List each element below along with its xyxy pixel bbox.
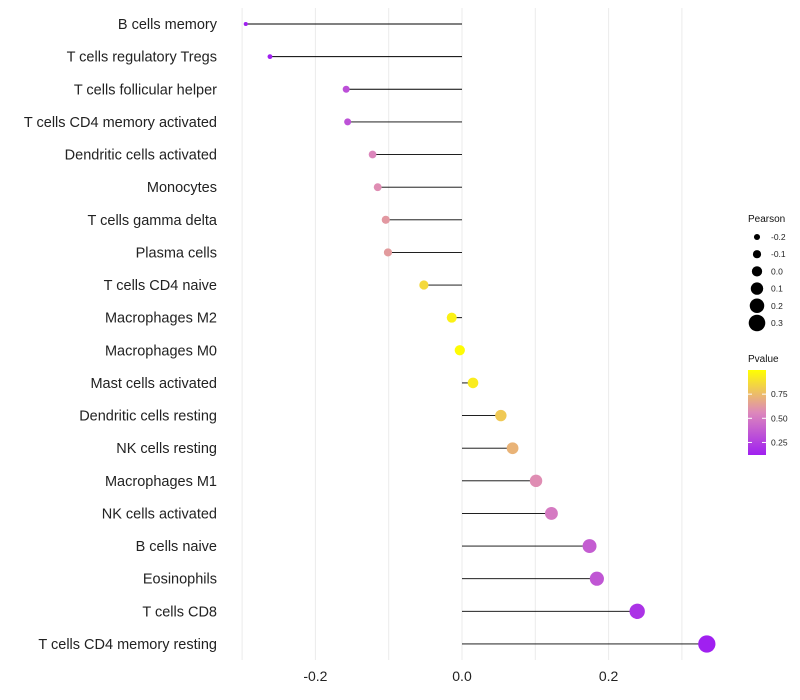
pvalue-tick-label: 0.50 <box>771 413 788 423</box>
data-point <box>495 409 507 422</box>
data-point <box>419 280 429 290</box>
size-legend-dot <box>749 298 765 314</box>
category-label: B cells naive <box>136 539 217 555</box>
x-tick-label: 0.0 <box>452 668 472 684</box>
category-label: NK cells resting <box>116 441 217 457</box>
category-label: T cells follicular helper <box>74 82 217 98</box>
data-point <box>383 248 393 257</box>
size-legend-label: 0.3 <box>771 318 783 328</box>
size-legend-dot <box>751 266 763 277</box>
pvalue-colorbar <box>748 370 766 455</box>
data-point <box>368 150 377 159</box>
size-legend-label: -0.2 <box>771 232 786 242</box>
category-label: T cells CD4 naive <box>104 278 217 294</box>
category-label: Eosinophils <box>143 572 217 588</box>
pearson-size-legend: Pearson -0.2 -0.1 0.0 0.1 0.2 0.3 <box>748 214 786 332</box>
data-point <box>698 635 716 653</box>
category-label: B cells memory <box>118 17 218 33</box>
data-point <box>267 54 273 60</box>
data-point <box>381 215 390 224</box>
category-label: Monocytes <box>147 180 217 196</box>
category-label: Macrophages M2 <box>105 311 217 327</box>
x-tick-label: -0.2 <box>303 668 327 684</box>
gridlines <box>241 8 683 660</box>
category-label: T cells CD8 <box>142 604 217 620</box>
pvalue-color-legend: Pvalue 0.25 0.50 0.75 <box>748 354 788 455</box>
category-label: T cells gamma delta <box>88 213 218 229</box>
size-legend-label: 0.2 <box>771 301 783 311</box>
data-point <box>544 507 558 520</box>
category-label: Dendritic cells resting <box>79 409 217 425</box>
category-label: Mast cells activated <box>90 376 217 392</box>
stems <box>245 23 707 645</box>
data-point <box>582 539 597 554</box>
category-label: Macrophages M1 <box>105 474 217 490</box>
category-label: Plasma cells <box>136 245 217 261</box>
size-legend-label: 0.0 <box>771 266 783 276</box>
data-point <box>506 442 519 455</box>
size-legend-label: -0.1 <box>771 249 786 259</box>
size-legend-dot <box>750 282 764 295</box>
category-label: T cells CD4 memory resting <box>38 637 217 653</box>
size-legend-dot <box>752 250 762 259</box>
size-legend-label: 0.1 <box>771 284 783 294</box>
pvalue-tick-label: 0.75 <box>771 389 788 399</box>
x-tick-label: 0.2 <box>599 668 619 684</box>
data-point <box>529 474 543 488</box>
category-labels: B cells memory T cells regulatory Tregs T … <box>24 17 218 653</box>
x-axis-tick-labels: -0.2 0.0 0.2 <box>303 668 618 684</box>
data-point <box>446 312 457 323</box>
data-point <box>454 345 465 356</box>
data-point <box>373 183 382 192</box>
data-point <box>342 85 350 93</box>
pvalue-legend-title: Pvalue <box>748 354 779 365</box>
data-point <box>629 603 645 619</box>
category-label: T cells regulatory Tregs <box>67 50 217 66</box>
data-point <box>344 118 352 126</box>
pvalue-tick-label: 0.25 <box>771 437 788 447</box>
category-label: Macrophages M0 <box>105 343 217 359</box>
pearson-legend-title: Pearson <box>748 214 785 225</box>
points <box>243 21 716 653</box>
category-label: NK cells activated <box>102 506 217 522</box>
data-point <box>467 377 479 389</box>
size-legend-dot <box>753 233 761 241</box>
data-point <box>243 21 248 27</box>
size-legend-dot <box>748 314 766 332</box>
category-label: Dendritic cells activated <box>65 148 217 164</box>
data-point <box>589 571 604 586</box>
category-label: T cells CD4 memory activated <box>24 115 217 131</box>
